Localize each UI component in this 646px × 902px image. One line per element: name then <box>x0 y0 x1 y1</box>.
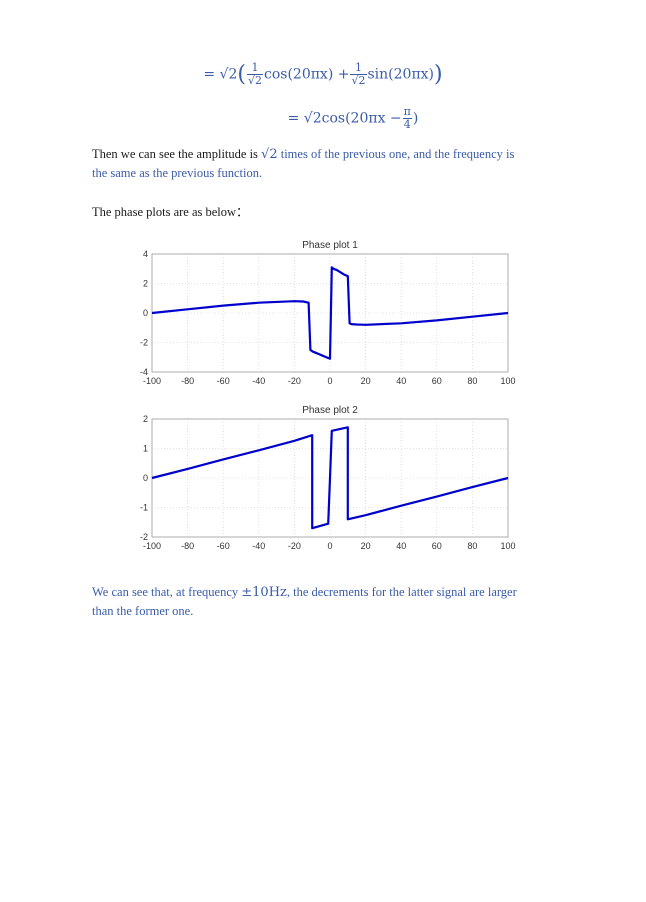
chart-0-xtick-label: 60 <box>432 376 442 386</box>
paragraph-amplitude: Then we can see the amplitude is √2 time… <box>92 145 562 183</box>
para1-math: √2 <box>261 147 278 162</box>
chart-1-ytick-label: -2 <box>140 532 148 542</box>
chart-1-xtick-label: -40 <box>252 541 265 551</box>
para1-text-a: Then we can see the amplitude is <box>92 147 258 161</box>
chart-1-xtick-label: 60 <box>432 541 442 551</box>
eq1-open-paren: ( <box>237 62 246 87</box>
chart-0-title: Phase plot 1 <box>302 240 358 251</box>
chart-0-series-line <box>151 266 509 360</box>
chart-0-ytick-label: 4 <box>143 249 148 259</box>
chart-1-ytick-label: -1 <box>140 503 148 513</box>
para3-text-c: than the former one. <box>92 604 194 618</box>
phase-plot-1-chart: Phase plot 1-100 -80 -60 -40 -20 0 20 40 60 80 100… <box>140 240 516 386</box>
chart-0-ytick-label: -4 <box>140 367 148 377</box>
eq1-frac2-numerator: 1 <box>350 62 367 75</box>
chart-0-xtick-label: -80 <box>181 376 194 386</box>
chart-1-xtick-label: -60 <box>217 541 230 551</box>
equation-line-1: = √2(1 √2 cos(20πx) +1 √2 sin(20πx)) <box>0 62 646 88</box>
chart-0-xtick-label: 100 <box>500 376 515 386</box>
eq2-close: ) <box>412 110 419 127</box>
para1-text-b: times of the previous one, and the frequ… <box>280 147 515 161</box>
eq2-lead: = √2cos(20πx − <box>287 110 402 127</box>
eq2-frac-denominator: 4 <box>403 118 411 131</box>
para3-text-a: We can see that, at frequency <box>92 585 239 599</box>
eq1-term-1: cos(20πx) + <box>264 66 350 83</box>
eq1-fraction-2: 1 √2 <box>350 62 367 87</box>
chart-1-series-line <box>151 426 509 530</box>
para1-text-c: the same as the previous function. <box>92 166 263 180</box>
eq1-frac1-denominator: √2 <box>247 74 262 87</box>
chart-0-ytick-label: 0 <box>143 308 148 318</box>
chart-0-ytick-label: 2 <box>143 279 148 289</box>
chart-1-xtick-label: -20 <box>288 541 301 551</box>
eq1-close-paren: ) <box>434 62 443 87</box>
chart-0-xtick-label: 40 <box>396 376 406 386</box>
chart-1-xtick-label: 40 <box>396 541 406 551</box>
chart-1-xtick-label: 20 <box>361 541 371 551</box>
chart-0-xtick-label: 0 <box>327 376 332 386</box>
chart-1-xtick-label: 100 <box>500 541 515 551</box>
chart-0-ytick-label: -2 <box>140 338 148 348</box>
chart-0-xtick-label: 80 <box>467 376 477 386</box>
eq1-lead: = √2 <box>203 66 238 83</box>
chart-1-xtick-label: -100 <box>143 541 161 551</box>
chart-0-xtick-label: -60 <box>217 376 230 386</box>
eq1-frac1-numerator: 1 <box>246 62 263 75</box>
paragraph-phase-intro: The phase plots are as below： <box>92 205 249 219</box>
chart-1-title: Phase plot 2 <box>302 405 358 416</box>
eq1-fraction-1: 1 √2 <box>246 62 263 87</box>
chart-1-ytick-label: 0 <box>143 473 148 483</box>
chart-1-ytick-label: 1 <box>143 444 148 454</box>
eq1-term-2: sin(20πx) <box>367 66 435 83</box>
equation-line-2: = √2cos(20πx − π 4) <box>0 106 646 131</box>
chart-0-xtick-label: -40 <box>252 376 265 386</box>
chart-1-xtick-label: -80 <box>181 541 194 551</box>
para3-text-b: , the decrements for the latter signal a… <box>286 585 517 599</box>
paragraph-conclusion: We can see that, at frequency ±10Hz, the… <box>92 583 562 621</box>
chart-1-xtick-label: 0 <box>327 541 332 551</box>
eq1-frac2-denominator: √2 <box>351 74 366 87</box>
phase-plot-2-chart: Phase plot 2-100 -80 -60 -40 -20 0 20 40 60 80 100… <box>140 405 516 551</box>
eq2-frac-numerator: π <box>402 105 412 119</box>
chart-0-xtick-label: -20 <box>288 376 301 386</box>
chart-0-xtick-label: -100 <box>143 376 161 386</box>
para3-math: ±10Hz <box>241 585 287 600</box>
chart-1-xtick-label: 80 <box>467 541 477 551</box>
chart-0-xtick-label: 20 <box>361 376 371 386</box>
chart-1-ytick-label: 2 <box>143 414 148 424</box>
